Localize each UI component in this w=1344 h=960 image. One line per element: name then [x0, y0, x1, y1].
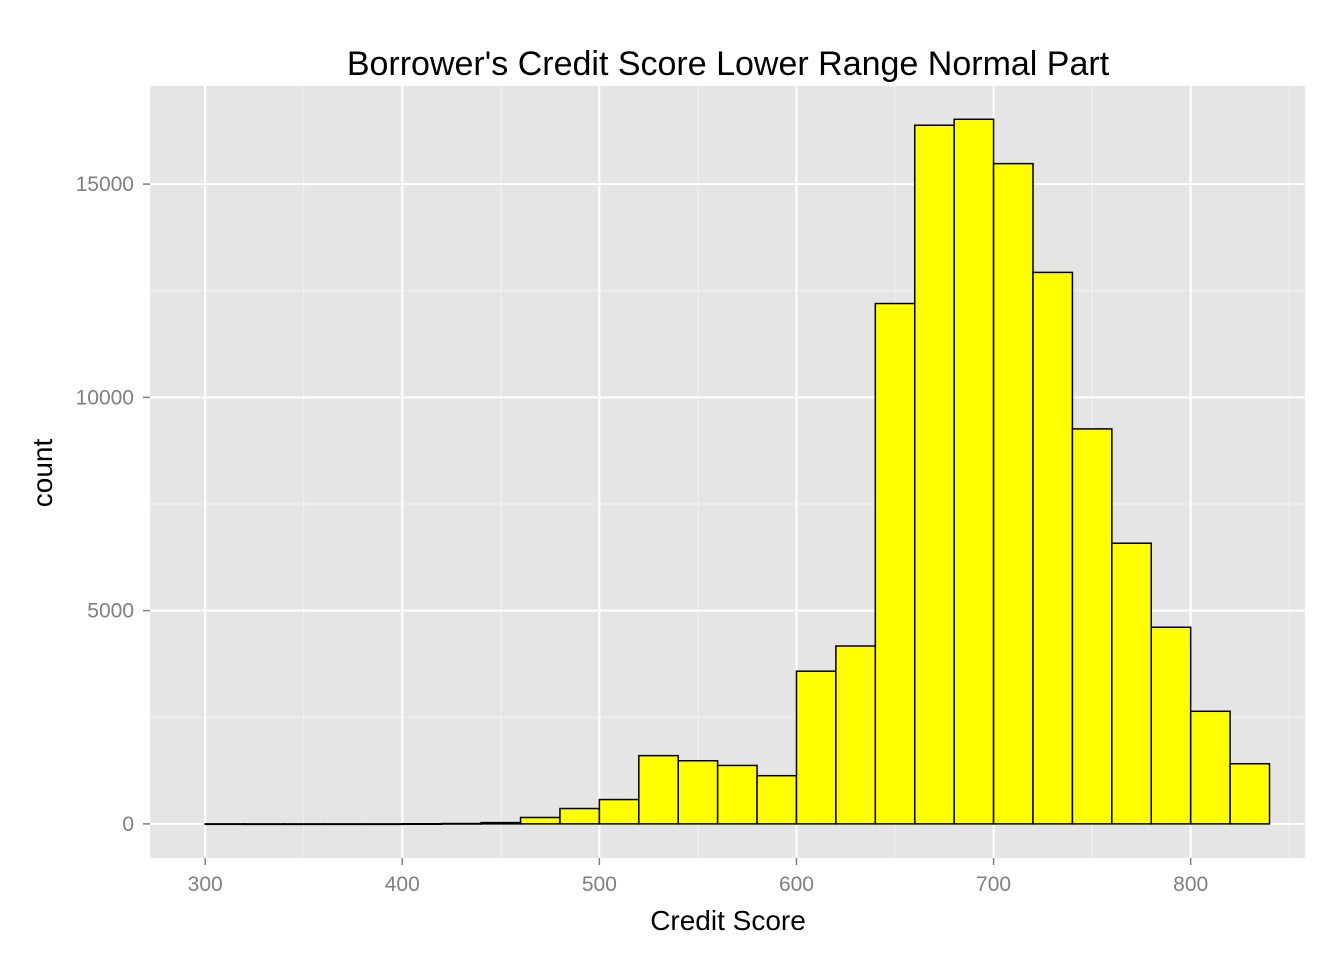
histogram-bar	[283, 823, 325, 826]
x-axis-title: Credit Score	[650, 905, 806, 936]
x-tick-label: 700	[976, 873, 1011, 896]
histogram-bar	[598, 798, 640, 825]
histogram-bar	[1150, 626, 1192, 825]
y-axis-title: count	[27, 439, 58, 508]
histogram-bar	[1189, 710, 1231, 825]
histogram-bar	[716, 764, 758, 825]
y-tick-label: 0	[122, 813, 134, 836]
y-tick-label: 15000	[76, 173, 134, 196]
histogram-bar	[638, 754, 679, 825]
histogram-bar	[559, 807, 601, 825]
histogram-bar	[440, 822, 482, 825]
histogram-bar	[795, 670, 837, 825]
histogram-bar	[835, 645, 877, 825]
histogram-bar	[362, 823, 404, 826]
histogram-bar	[1032, 271, 1074, 825]
histogram-bar	[756, 774, 798, 825]
histogram-bar	[519, 816, 561, 825]
histogram-bars	[204, 118, 1271, 826]
histogram-bar	[322, 823, 364, 826]
histogram-bar	[204, 823, 246, 826]
y-axis: 0 5000 10000 15000	[76, 173, 150, 836]
histogram-bar	[243, 823, 285, 826]
y-tick-label: 5000	[87, 600, 134, 623]
x-tick-label: 500	[582, 873, 617, 896]
histogram-bar	[913, 124, 955, 825]
y-tick-label: 10000	[76, 386, 134, 409]
histogram-bar	[1229, 762, 1271, 825]
histogram-bar	[992, 162, 1034, 825]
x-tick-label: 300	[188, 873, 223, 896]
histogram-bar	[1111, 542, 1153, 825]
histogram-bar	[1071, 428, 1113, 825]
x-tick-label: 800	[1173, 873, 1208, 896]
histogram-bar	[677, 760, 719, 825]
histogram-bar	[953, 118, 995, 825]
histogram-bar	[874, 302, 916, 825]
x-tick-label: 400	[385, 873, 420, 896]
histogram-bar	[401, 823, 443, 826]
chart-title: Borrower's Credit Score Lower Range Norm…	[347, 45, 1110, 83]
x-axis: 300 400 500 600 700 800	[188, 858, 1208, 896]
histogram-bar	[480, 821, 522, 825]
x-tick-label: 600	[779, 873, 814, 896]
